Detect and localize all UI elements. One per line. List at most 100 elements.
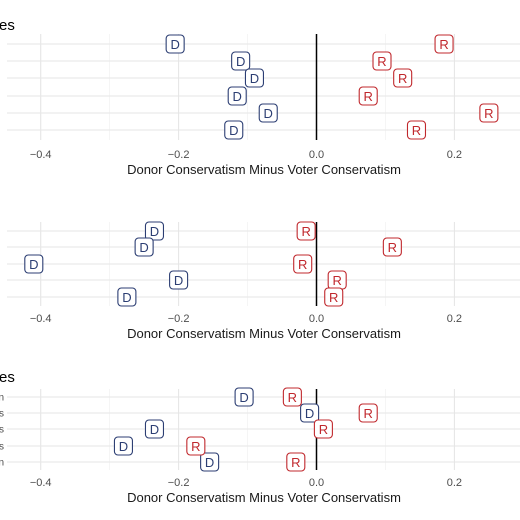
point-label: D: [250, 71, 259, 86]
point-box: [313, 419, 333, 439]
category-label: s: [0, 425, 4, 436]
category-label: s: [0, 409, 4, 420]
point-label: R: [398, 71, 407, 86]
x-tick-label: 0.2: [447, 477, 462, 489]
point-r: R: [406, 120, 427, 140]
point-box: [144, 221, 165, 241]
point-label: D: [236, 54, 245, 69]
point-box: [296, 221, 316, 241]
point-box: [165, 34, 185, 54]
point-label: D: [239, 390, 248, 405]
x-tick-label: −0.2: [168, 149, 190, 161]
point-label: R: [291, 455, 300, 470]
point-box: [479, 103, 499, 123]
point-label: D: [233, 89, 242, 104]
point-d: D: [258, 103, 278, 123]
x-axis-title: Donor Conservatism Minus Voter Conservat…: [127, 490, 401, 505]
point-box: [144, 419, 165, 439]
point-r: R: [434, 34, 454, 54]
point-r: R: [372, 51, 392, 71]
point-box: [372, 51, 392, 71]
point-label: D: [150, 224, 159, 239]
point-box: [293, 254, 313, 274]
point-label: R: [364, 89, 373, 104]
point-box: [244, 68, 264, 88]
point-box: [186, 436, 206, 456]
point-d: D: [169, 270, 189, 290]
point-r: R: [324, 287, 344, 307]
x-tick-label: −0.4: [30, 477, 52, 489]
point-d: D: [144, 221, 165, 241]
point-label: R: [298, 257, 307, 272]
category-label: s: [0, 442, 4, 453]
point-label: R: [301, 224, 310, 239]
category-label: n: [0, 458, 4, 469]
point-d: D: [117, 287, 137, 307]
point-box: [286, 452, 306, 472]
point-box: [282, 387, 302, 407]
point-r: R: [393, 68, 413, 88]
panel-title: es: [0, 369, 15, 386]
point-box: [434, 34, 454, 54]
point-d: D: [113, 436, 133, 456]
point-r: R: [358, 403, 378, 423]
point-label: D: [139, 240, 148, 255]
point-d: D: [24, 254, 44, 274]
point-box: [324, 287, 344, 307]
point-d: D: [144, 419, 165, 439]
x-tick-label: 0.0: [309, 477, 324, 489]
point-label: R: [319, 422, 328, 437]
point-d: D: [300, 403, 320, 423]
point-d: D: [134, 237, 154, 257]
point-r: R: [286, 452, 306, 472]
point-label: R: [377, 54, 386, 69]
point-label: R: [484, 106, 493, 121]
point-box: [393, 68, 413, 88]
point-label: D: [170, 37, 179, 52]
x-tick-label: −0.4: [30, 149, 52, 161]
point-box: [234, 387, 254, 407]
point-label: R: [288, 390, 297, 405]
point-label: D: [305, 406, 314, 421]
point-label: D: [150, 422, 159, 437]
point-d: D: [227, 86, 247, 106]
x-tick-label: 0.2: [447, 313, 462, 325]
point-label: R: [388, 240, 397, 255]
point-r: R: [382, 237, 402, 257]
point-box: [406, 120, 427, 140]
point-r: R: [282, 387, 302, 407]
x-axis-title: Donor Conservatism Minus Voter Conservat…: [127, 162, 401, 177]
point-box: [231, 51, 251, 71]
point-label: D: [122, 290, 131, 305]
point-r: R: [186, 436, 206, 456]
point-box: [200, 452, 220, 472]
point-label: D: [29, 257, 38, 272]
point-label: D: [205, 455, 214, 470]
point-r: R: [327, 270, 347, 290]
x-axis-title: Donor Conservatism Minus Voter Conservat…: [127, 326, 401, 341]
point-box: [300, 403, 320, 423]
point-box: [113, 436, 133, 456]
x-tick-label: 0.0: [309, 149, 324, 161]
point-d: D: [231, 51, 251, 71]
point-r: R: [313, 419, 333, 439]
point-d: D: [234, 387, 254, 407]
point-r: R: [479, 103, 499, 123]
point-box: [358, 86, 378, 106]
point-label: D: [119, 439, 128, 454]
point-label: R: [439, 37, 448, 52]
x-tick-label: 0.2: [447, 149, 462, 161]
point-box: [258, 103, 278, 123]
point-box: [117, 287, 137, 307]
point-label: R: [364, 406, 373, 421]
point-r: R: [296, 221, 316, 241]
category-label: n: [0, 393, 4, 404]
point-d: D: [224, 120, 244, 140]
point-label: D: [229, 123, 238, 138]
point-box: [382, 237, 402, 257]
point-box: [169, 270, 189, 290]
point-box: [24, 254, 44, 274]
x-tick-label: −0.2: [168, 313, 190, 325]
point-label: D: [264, 106, 273, 121]
